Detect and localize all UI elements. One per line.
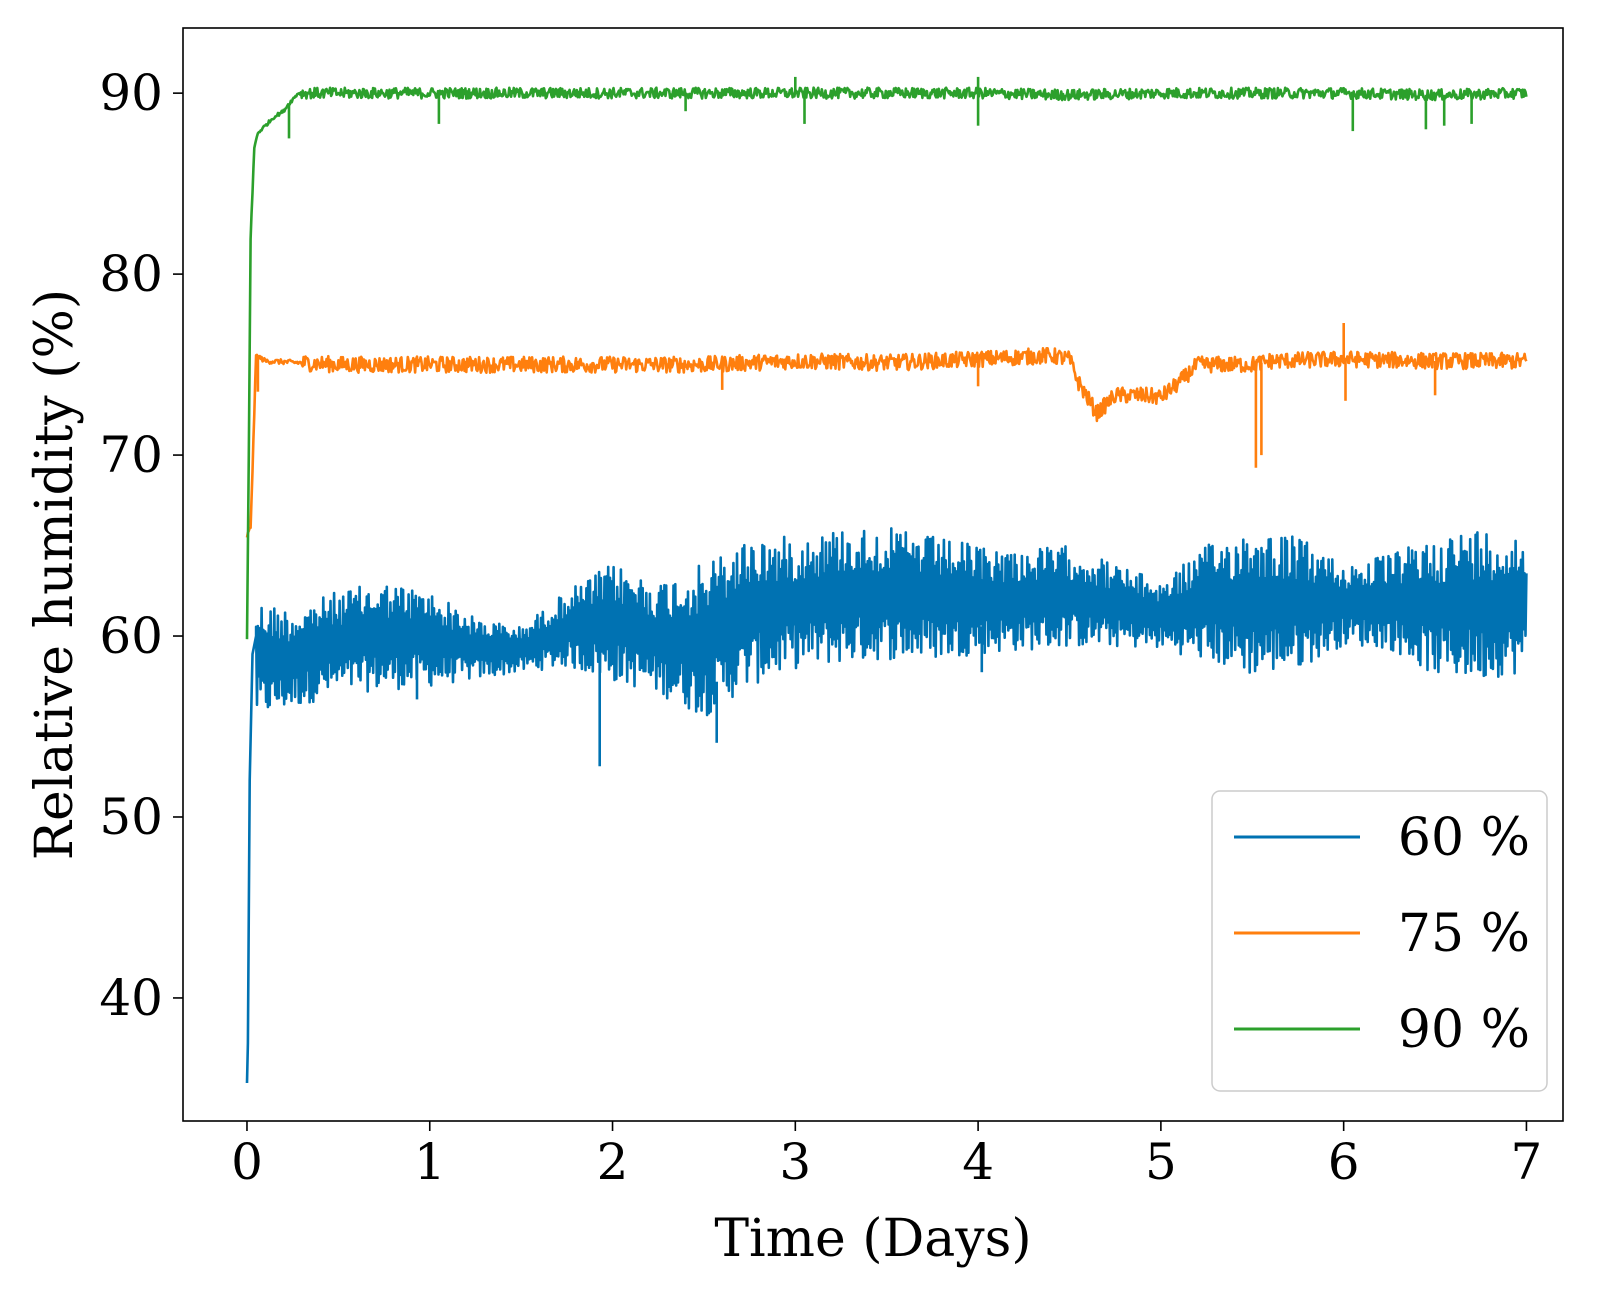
y-tick-label: 40 [99, 969, 163, 1027]
y-tick-label: 70 [99, 426, 163, 484]
legend-label-3: 90 % [1398, 1000, 1530, 1060]
x-tick-label: 1 [414, 1133, 446, 1191]
series-1-line [245, 527, 1528, 1084]
series-2-group [245, 323, 1528, 538]
series-1-group [245, 527, 1528, 1084]
series-layer [245, 76, 1528, 1084]
y-tick-label: 60 [99, 607, 163, 665]
x-tick-label: 3 [779, 1133, 811, 1191]
legend-label-2: 75 % [1398, 904, 1530, 964]
y-tick-label: 50 [99, 788, 163, 846]
x-tick-label: 0 [231, 1133, 263, 1191]
series-3-group [245, 76, 1528, 640]
x-tick-label: 4 [962, 1133, 994, 1191]
series-3-line [245, 86, 1528, 640]
legend-items: 60 % 75 % 90 % [1234, 808, 1530, 1060]
x-tick-label: 7 [1511, 1133, 1543, 1191]
x-tick-label: 2 [597, 1133, 629, 1191]
x-axis-label: Time (Days) [714, 1209, 1031, 1269]
legend: 60 % 75 % 90 % [1211, 790, 1548, 1092]
ticks-layer: 0 1 2 3 4 5 6 7 40 50 60 70 80 90 [99, 64, 1542, 1191]
y-tick-label: 90 [99, 64, 163, 122]
legend-label-1: 60 % [1398, 808, 1530, 868]
series-2-line [245, 347, 1528, 538]
plot-frame [182, 27, 1564, 1122]
legend-box [1211, 790, 1548, 1092]
x-tick-label: 5 [1145, 1133, 1177, 1191]
y-tick-label: 80 [99, 245, 163, 303]
y-axis-label: Relative humidity (%) [25, 289, 85, 860]
x-tick-label: 6 [1328, 1133, 1360, 1191]
